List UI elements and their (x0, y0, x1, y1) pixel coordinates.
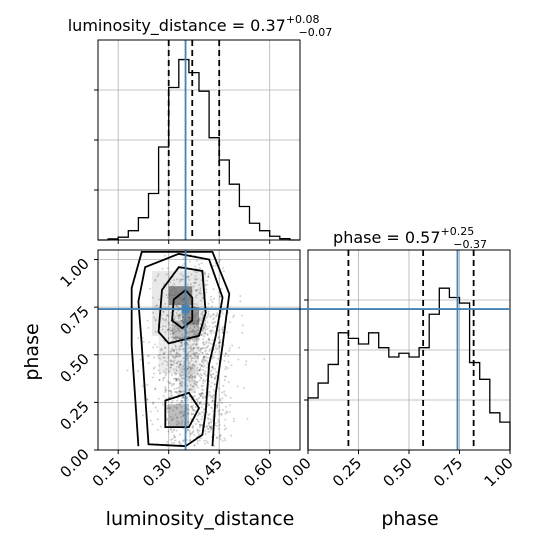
x-tick-label: 0.50 (379, 454, 415, 490)
x-tick-label: 0.00 (278, 454, 314, 490)
y-tick-label: 0.75 (56, 302, 92, 338)
truth-marker (181, 305, 190, 314)
y-tick-label: 0.50 (56, 350, 92, 386)
x-tick-label: 0.25 (329, 454, 365, 490)
contour-outermost (130, 251, 231, 447)
contour-inner (171, 288, 194, 330)
histogram-step (307, 287, 511, 450)
y-axis-label-phase: phase (21, 323, 43, 380)
svg-text:phase = 0.57+0.25−0.37: phase = 0.57+0.25 −0.37 (333, 225, 487, 251)
x-axis-label-phase: phase (381, 508, 438, 530)
title-luminosity-distance: luminosity_distance = 0.37+0.08 −0.07 (68, 13, 333, 39)
x-tick-label: 1.00 (480, 454, 516, 490)
axes-frame (97, 249, 301, 451)
title-phase: phase = 0.57+0.25 −0.37 (333, 225, 487, 251)
contour-outer (137, 252, 224, 448)
histogram-step (98, 58, 300, 241)
x-tick-label: 0.60 (240, 454, 276, 490)
x-tick-label: 0.75 (430, 454, 466, 490)
y-tick-label: 1.00 (56, 255, 92, 291)
contour-mid (157, 266, 207, 345)
y-tick-label: 0.25 (56, 397, 92, 433)
x-tick-label: 0.15 (89, 454, 125, 490)
joint-density-plot: 0.15 0.30 0.45 0.600.000.250.500.751.00 (56, 249, 510, 490)
y-tick-label: 0.00 (56, 445, 92, 481)
x-tick-label: 0.30 (139, 454, 175, 490)
x-tick-label: 0.45 (190, 454, 226, 490)
contours (130, 251, 231, 448)
luminosity-distance-histogram (94, 39, 301, 244)
svg-text:luminosity_distance = 0.37+0.0: luminosity_distance = 0.37+0.08 −0.07 (68, 13, 333, 39)
phase-histogram: 0.00 0.25 0.50 0.75 1.00 (278, 249, 517, 490)
x-axis-label-luminosity-distance: luminosity_distance (106, 508, 295, 530)
